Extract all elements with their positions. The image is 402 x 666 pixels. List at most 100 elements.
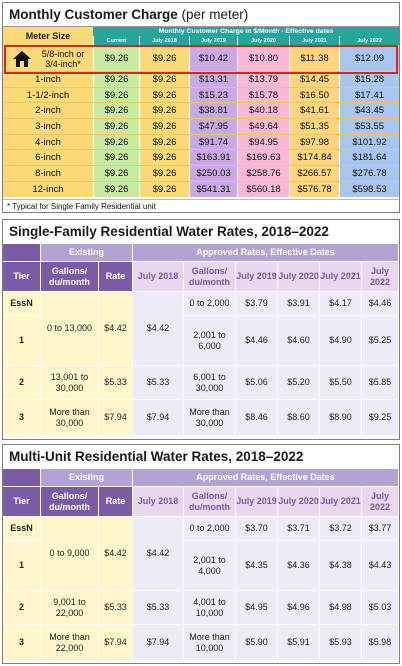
approved-rate: $4.17 — [320, 292, 362, 316]
charge-value: $9.26 — [139, 72, 189, 87]
approved-rate: $4.35 — [236, 541, 278, 591]
charge-value: $15.28 — [339, 72, 399, 87]
tier-label: 2 — [3, 366, 41, 400]
charge-value: $11.38 — [289, 46, 339, 71]
meter-size-label: 4-inch — [3, 134, 93, 150]
gallons-approved-header: Gallons/ du/month — [184, 262, 236, 292]
year-header: July 2019 — [236, 487, 278, 517]
approved-rate: $5.25 — [362, 316, 399, 366]
approved-rate: $5.50 — [320, 366, 362, 400]
monthly-footnote: * Typical for Single Family Residential … — [3, 199, 399, 212]
monthly-title-suffix: (per meter) — [181, 7, 249, 22]
existing-rate: $4.42 — [99, 517, 133, 591]
meter-size-label: 1-1/2-inch — [3, 87, 93, 103]
meter-size-label: 2-inch — [3, 103, 93, 119]
july2018-header: July 2018 — [133, 262, 184, 292]
charge-value: $9.26 — [139, 103, 189, 119]
approved-gallons: 0 to 2,000 — [184, 292, 236, 316]
house-icon — [13, 51, 31, 67]
charge-value: $9.26 — [93, 46, 139, 71]
approved-gallons: More than 30,000 — [184, 400, 236, 436]
year-header: July 2020 — [278, 487, 320, 517]
approved-gallons: 2,001 to 4,000 — [184, 541, 236, 591]
charge-value: $49.64 — [237, 119, 289, 134]
charge-value: $9.26 — [93, 181, 139, 197]
approved-rate: $5.91 — [278, 625, 320, 661]
existing-rate: $5.33 — [99, 366, 133, 400]
charge-value: $9.26 — [93, 119, 139, 134]
charge-value: $101.92 — [339, 134, 399, 150]
approved-gallons: More than 10,000 — [184, 625, 236, 661]
charge-value: $163.91 — [189, 150, 237, 166]
existing-header: Existing — [41, 469, 133, 487]
meter-row: 6-inch $9.26 $9.26 $163.91 $169.63 $174.84 $18… — [3, 149, 399, 166]
charge-value: $9.26 — [139, 166, 189, 181]
existing-gallons: 13,001 to 30,000 — [41, 366, 99, 400]
approved-rate: $3.72 — [320, 517, 362, 541]
tier-label: EssN — [3, 292, 41, 316]
charge-value: $97.98 — [289, 134, 339, 150]
tier-label: 3 — [3, 625, 41, 661]
approved-rate: $4.36 — [278, 541, 320, 591]
charge-value: $266.57 — [289, 166, 339, 181]
monthly-charge-title: Monthly Customer Charge (per meter) — [3, 3, 399, 27]
charge-value: $560.18 — [237, 181, 289, 197]
existing-rate: $7.94 — [99, 400, 133, 436]
existing-header: Existing — [41, 244, 133, 262]
charge-value: $12.09 — [339, 46, 399, 71]
existing-rate: $7.94 — [99, 625, 133, 661]
charge-value: $9.26 — [93, 166, 139, 181]
multi-unit-title: Multi-Unit Residential Water Rates, 2018… — [3, 445, 399, 469]
single-family-panel: Single-Family Residential Water Rates, 2… — [2, 219, 400, 440]
existing-rate: $5.33 — [99, 591, 133, 625]
approved-rate: $4.96 — [278, 591, 320, 625]
charge-value: $47.95 — [189, 119, 237, 134]
charge-value: $9.26 — [93, 72, 139, 87]
approved-rate: $4.38 — [320, 541, 362, 591]
charge-value: $9.26 — [93, 103, 139, 119]
meter-size-text: 5/8-inch or 3/4-inch* — [41, 48, 85, 69]
charge-value: $15.23 — [189, 87, 237, 103]
charge-value: $91.74 — [189, 134, 237, 150]
header-spacer — [3, 244, 41, 262]
approved-rate: $4.46 — [236, 316, 278, 366]
charge-value: $9.26 — [139, 150, 189, 166]
charge-value: $181.64 — [339, 150, 399, 166]
rate-header: Rate — [99, 487, 133, 517]
approved-rate: $5.06 — [236, 366, 278, 400]
approved-rate: $4.43 — [362, 541, 399, 591]
charge-value: $41.61 — [289, 103, 339, 119]
charge-value: $9.26 — [139, 46, 189, 71]
approved-rate: $5.93 — [320, 625, 362, 661]
charge-value: $541.31 — [189, 181, 237, 197]
charge-value: $250.03 — [189, 166, 237, 181]
tier-label: 2 — [3, 591, 41, 625]
tier-header: Tier — [3, 262, 41, 292]
approved-header: Approved Rates, Effective Dates — [133, 469, 399, 487]
charge-value: $576.78 — [289, 181, 339, 197]
july2018-rate: $7.94 — [133, 625, 184, 661]
meter-row: 3-inch $9.26 $9.26 $47.95 $49.64 $51.35 $53.55 — [3, 118, 399, 134]
meter-row: 8-inch $9.26 $9.26 $250.03 $258.76 $266.57 $27… — [3, 165, 399, 181]
approved-rate: $3.91 — [278, 292, 320, 316]
multi-unit-panel: Multi-Unit Residential Water Rates, 2018… — [2, 444, 400, 664]
meter-size-label: 1-inch — [3, 72, 93, 87]
meter-row: 12-inch $9.26 $9.26 $541.31 $560.18 $576.78 $5… — [3, 180, 399, 197]
monthly-col-header: July 2020 — [237, 36, 289, 45]
july2018-rate: $5.33 — [133, 366, 184, 400]
single-family-title: Single-Family Residential Water Rates, 2… — [3, 220, 399, 244]
approved-rate: $5.20 — [278, 366, 320, 400]
tier-header: Tier — [3, 487, 41, 517]
charge-value: $53.55 — [339, 119, 399, 134]
header-spacer — [3, 469, 41, 487]
gallons-header: Gallons/ du/month — [41, 262, 99, 292]
monthly-col-header: July 2022 — [339, 36, 399, 45]
charge-value: $51.35 — [289, 119, 339, 134]
year-header: July 2022 — [362, 262, 399, 292]
charge-value: $13.31 — [189, 72, 237, 87]
monthly-col-header: Current — [93, 36, 139, 45]
meter-size-label: 6-inch — [3, 150, 93, 166]
approved-rate: $9.25 — [362, 400, 399, 436]
approved-rate: $3.70 — [236, 517, 278, 541]
meter-row: 2-inch $9.26 $9.26 $38.81 $40.18 $41.61 $43.45 — [3, 102, 399, 119]
